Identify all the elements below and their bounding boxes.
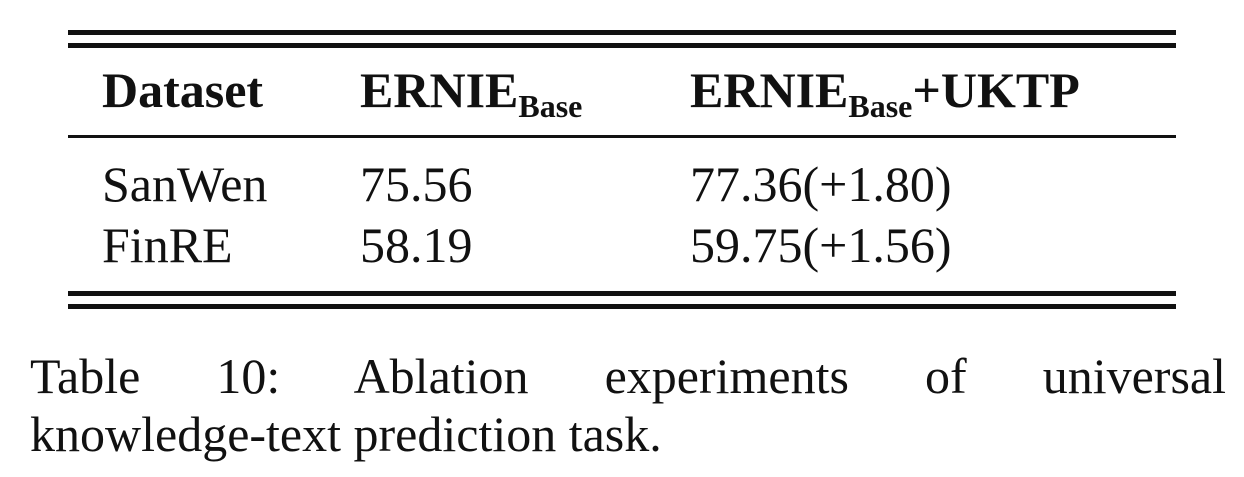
- caption-line-2: knowledge-text prediction task.: [30, 406, 662, 462]
- header-ernie-uktp-main: ERNIE: [690, 62, 849, 118]
- header-ernie-base-sub: Base: [518, 88, 583, 124]
- top-rule-2: [68, 43, 1176, 48]
- header-ernie-uktp-sub: Base: [848, 88, 913, 124]
- table-row-2-dataset: FinRE: [102, 217, 233, 273]
- header-ernie-base-main: ERNIE: [360, 62, 519, 118]
- header-rule: [68, 135, 1176, 138]
- top-rule-1: [68, 30, 1176, 35]
- header-dataset: Dataset: [102, 65, 263, 115]
- header-ernie-uktp-suffix: +UKTP: [912, 62, 1080, 118]
- table-row-1-base: 75.56: [360, 156, 473, 212]
- bottom-rule-2: [68, 304, 1176, 309]
- header-dataset-label: Dataset: [102, 62, 264, 118]
- table-row-2-base: 58.19: [360, 217, 473, 273]
- header-ernie-base: ERNIEBase: [360, 62, 582, 122]
- table-row-2-uktp: 59.75(+1.56): [690, 217, 952, 273]
- bottom-rule-1: [68, 291, 1176, 296]
- header-ernie-base-uktp: ERNIEBase+UKTP: [690, 62, 1080, 122]
- table-row-1-uktp: 77.36(+1.80): [690, 156, 952, 212]
- table-row-1-dataset: SanWen: [102, 156, 268, 212]
- caption-line-1: Table 10: Ablation experiments of univer…: [30, 348, 1226, 404]
